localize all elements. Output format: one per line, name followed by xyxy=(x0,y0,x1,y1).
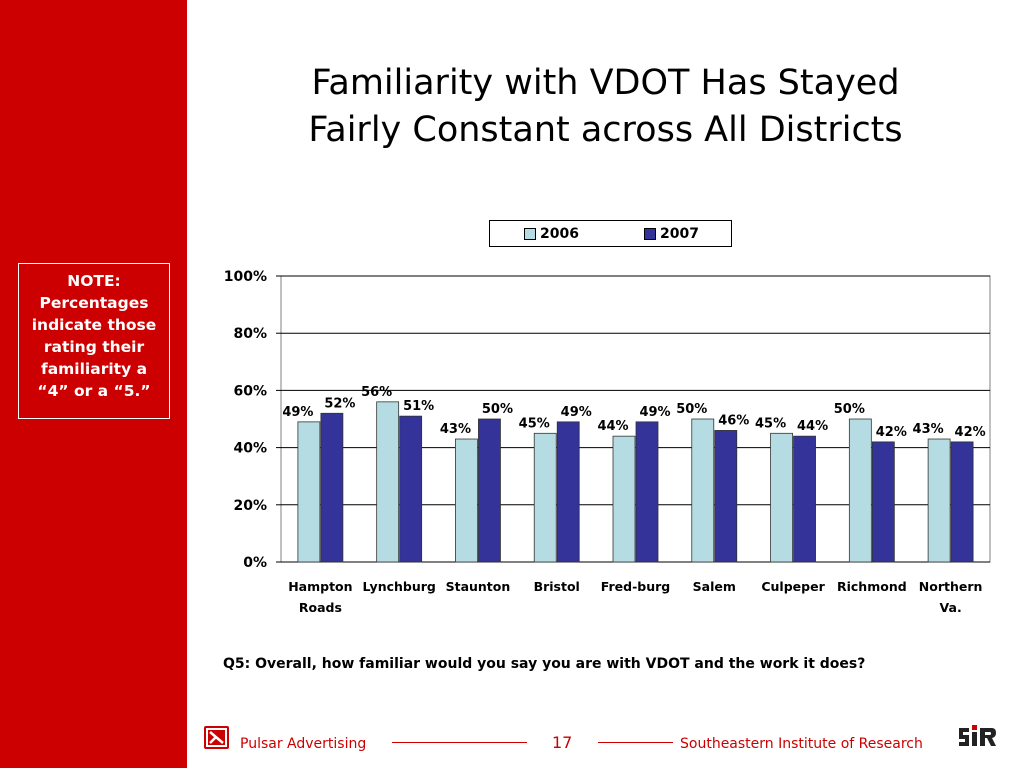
note-line: rating their xyxy=(43,338,145,356)
bar-2007 xyxy=(556,421,580,563)
bar-2007 xyxy=(635,421,659,563)
data-label: 50% xyxy=(676,402,707,417)
note-line: indicate those xyxy=(31,316,157,334)
bar-2007 xyxy=(714,430,738,563)
bar-2007 xyxy=(478,418,501,563)
data-label: 49% xyxy=(561,405,592,420)
x-tick-label: Fred-burg xyxy=(601,579,670,594)
x-tick-label: Northern xyxy=(919,579,983,594)
y-tick-label: 40% xyxy=(233,441,267,457)
y-tick-label: 100% xyxy=(224,269,267,285)
data-label: 49% xyxy=(282,405,313,420)
bar-2007 xyxy=(793,435,816,563)
data-label: 43% xyxy=(913,422,944,437)
legend-label: 2006 xyxy=(540,226,579,242)
slide-title: Familiarity with VDOT Has Stayed Fairly … xyxy=(187,60,1024,154)
x-tick-label: Hampton xyxy=(288,579,352,594)
y-tick-label: 20% xyxy=(233,498,267,514)
bar-2007 xyxy=(399,415,423,563)
x-tick-label: Richmond xyxy=(837,579,907,594)
legend-item-2007: 2007 xyxy=(644,226,699,242)
data-label: 46% xyxy=(718,413,749,428)
bar-2006 xyxy=(848,418,872,563)
bar-2007 xyxy=(871,441,895,563)
note-line: Percentages xyxy=(39,294,149,312)
bar-2006 xyxy=(927,438,951,563)
data-label: 45% xyxy=(755,416,786,431)
bar-2006 xyxy=(533,432,557,563)
x-tick-label: Salem xyxy=(693,579,736,594)
page-number: 17 xyxy=(552,733,573,752)
data-label: 50% xyxy=(834,402,865,417)
bar-2006 xyxy=(455,438,478,563)
data-label: 49% xyxy=(639,405,670,420)
y-tick-label: 0% xyxy=(243,555,267,571)
footer-left-text: Pulsar Advertising xyxy=(240,736,367,752)
slide-title-line: Fairly Constant across All Districts xyxy=(308,110,903,150)
red-sidebar xyxy=(0,0,187,768)
footer-right-text: Southeastern Institute of Research xyxy=(680,736,923,752)
pulsar-logo-icon xyxy=(204,726,229,749)
note-line: familiarity a xyxy=(40,360,148,378)
data-label: 44% xyxy=(597,419,628,434)
bar-2007 xyxy=(320,412,344,563)
note-box: NOTE: Percentages indicate those rating … xyxy=(18,263,170,419)
survey-question: Q5: Overall, how familiar would you say … xyxy=(223,656,866,672)
bar-2007 xyxy=(950,441,974,563)
bar-2006 xyxy=(612,435,636,563)
data-label: 44% xyxy=(797,419,828,434)
legend-label: 2007 xyxy=(660,226,699,242)
data-label: 56% xyxy=(361,385,392,400)
x-tick-label: Staunton xyxy=(446,579,511,594)
x-tick-label: Va. xyxy=(940,600,962,615)
y-tick-label: 60% xyxy=(233,383,267,399)
bar-2006 xyxy=(376,401,400,563)
data-label: 42% xyxy=(876,425,907,440)
note-line: “4” or a “5.” xyxy=(37,382,151,400)
legend-item-2006: 2006 xyxy=(524,226,579,242)
x-tick-label: Culpeper xyxy=(761,579,825,594)
note-line: NOTE: xyxy=(67,272,121,290)
data-label: 43% xyxy=(440,422,471,437)
x-tick-label: Lynchburg xyxy=(362,579,435,594)
data-label: 42% xyxy=(955,425,986,440)
footer-divider xyxy=(598,742,673,743)
slide-title-line: Familiarity with VDOT Has Stayed xyxy=(311,63,900,103)
bar-2006 xyxy=(297,421,321,563)
data-label: 45% xyxy=(519,416,550,431)
data-label: 52% xyxy=(324,396,355,411)
chart-legend: 2006 2007 xyxy=(489,220,732,247)
legend-swatch-2006 xyxy=(524,228,536,240)
y-tick-label: 80% xyxy=(233,326,267,342)
x-tick-label: Bristol xyxy=(534,579,580,594)
bar-2006 xyxy=(691,418,715,563)
data-label: 51% xyxy=(403,399,434,414)
legend-swatch-2007 xyxy=(644,228,656,240)
sir-logo-icon xyxy=(959,725,996,746)
bar-2006 xyxy=(770,432,793,563)
footer-divider xyxy=(392,742,527,743)
x-tick-label: Roads xyxy=(299,600,342,615)
data-label: 50% xyxy=(482,402,513,417)
